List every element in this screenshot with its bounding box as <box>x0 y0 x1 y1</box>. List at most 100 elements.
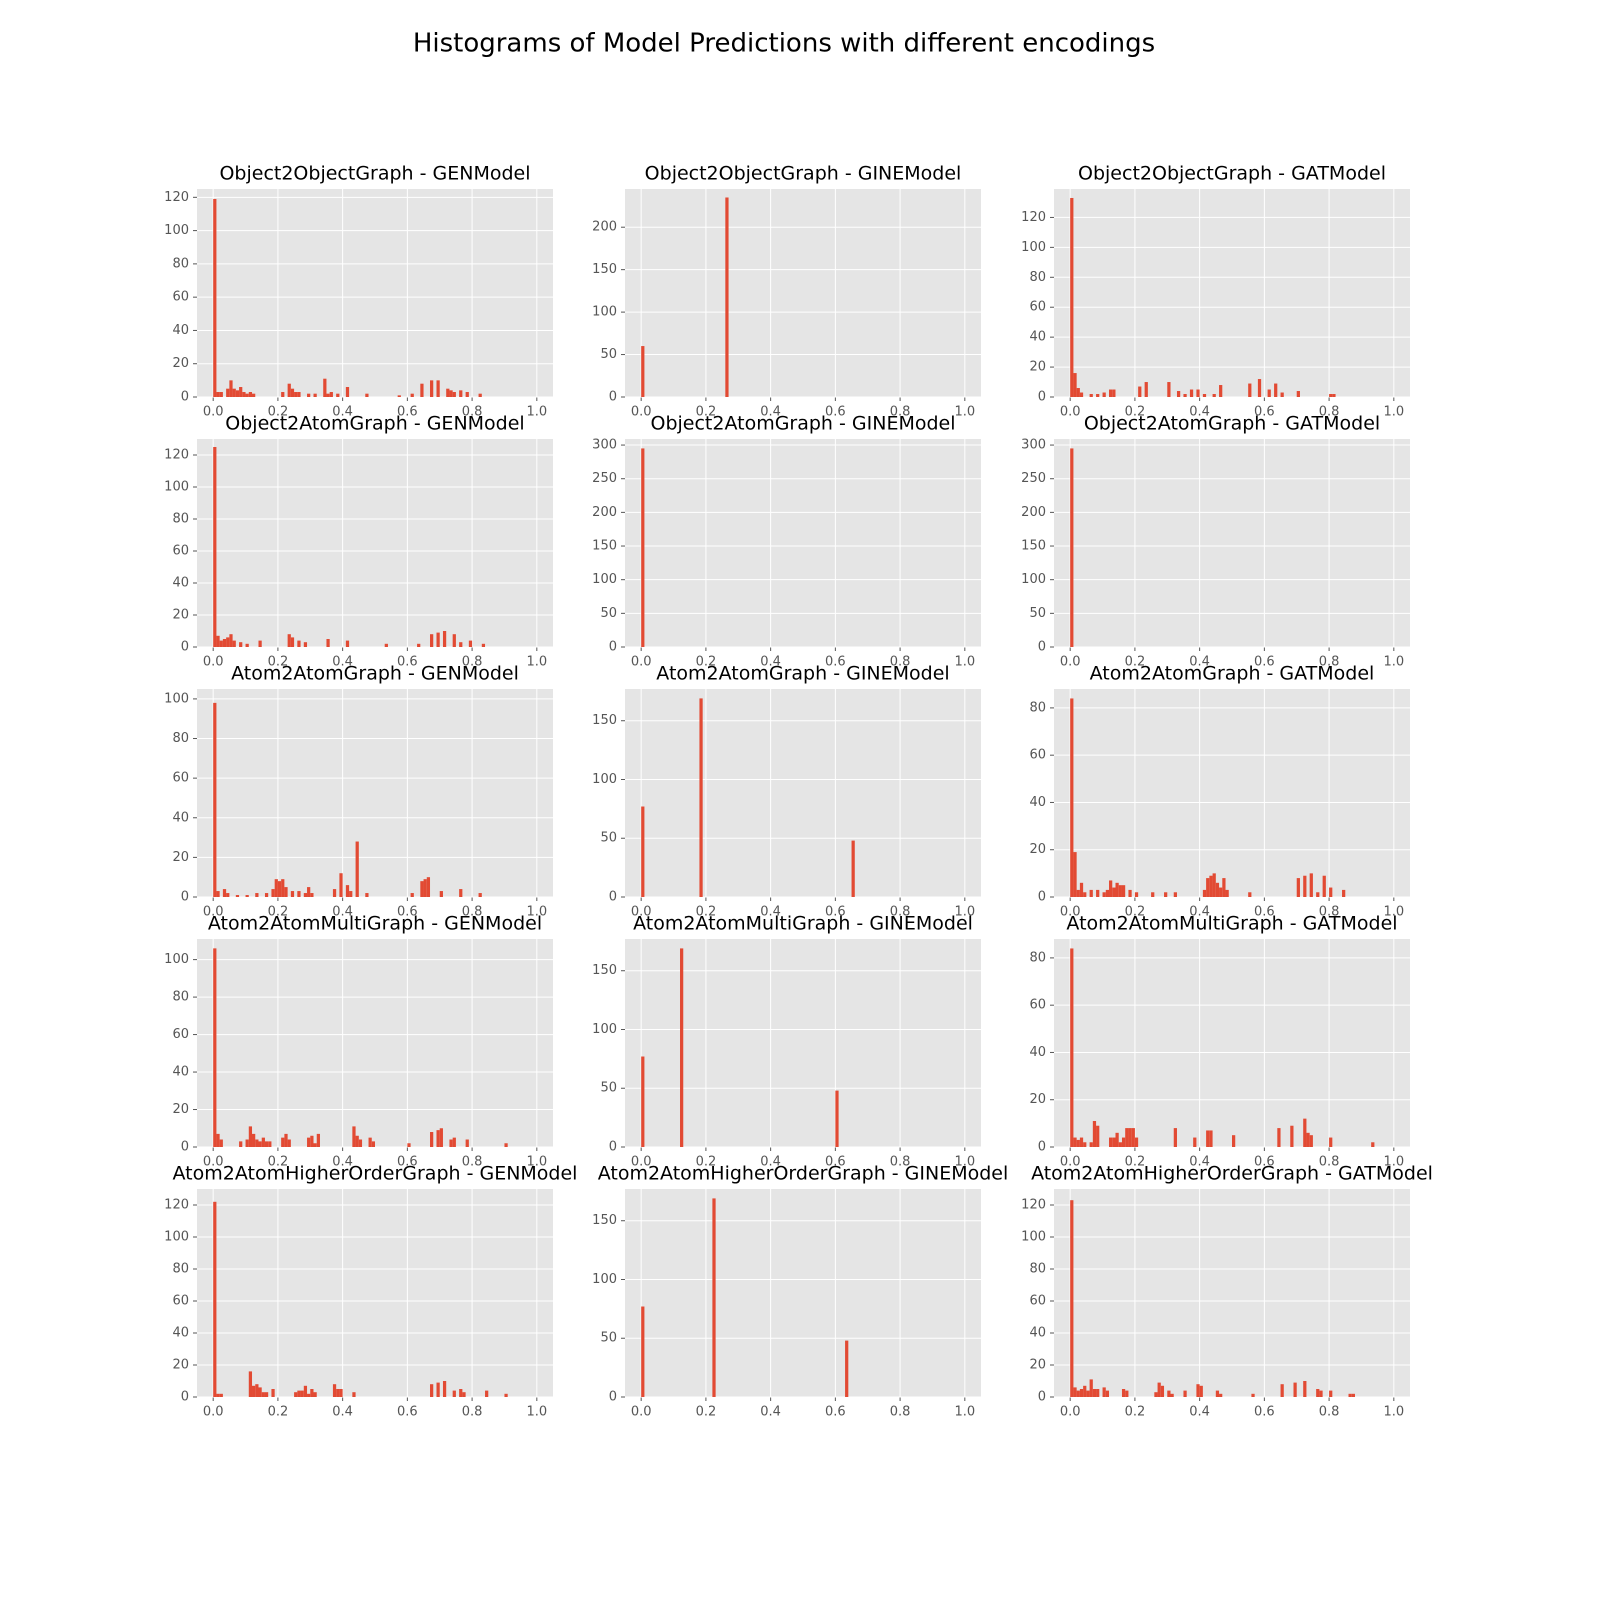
y-tick-label: 0 <box>1038 390 1046 405</box>
bar <box>245 1139 249 1147</box>
y-tick-label: 60 <box>1029 1294 1046 1309</box>
x-tick-label: 0.0 <box>1060 1405 1081 1420</box>
y-tick-label: 150 <box>592 262 617 277</box>
bar <box>1089 394 1093 397</box>
bar <box>430 1384 434 1397</box>
bar <box>1290 1125 1294 1147</box>
subplot-title: Atom2AtomGraph - GENModel <box>231 663 519 685</box>
x-tick-label: 1.0 <box>954 1155 975 1170</box>
bar <box>326 639 330 647</box>
bar <box>1303 1381 1307 1397</box>
bar <box>216 1133 220 1147</box>
bar <box>216 392 220 397</box>
bar <box>1151 892 1155 897</box>
y-tick-label: 80 <box>172 512 189 527</box>
bar <box>219 1139 223 1147</box>
bar <box>459 642 463 647</box>
bar <box>699 698 703 897</box>
x-tick-label: 0.4 <box>1189 1155 1210 1170</box>
bar <box>1316 892 1320 897</box>
bar <box>420 881 424 897</box>
bar <box>1128 1128 1132 1147</box>
bar <box>252 393 256 397</box>
bar <box>303 642 308 647</box>
y-tick-label: 50 <box>600 1331 617 1346</box>
bar <box>1202 889 1207 897</box>
x-tick-label: 0.4 <box>760 655 781 670</box>
x-tick-label: 1.0 <box>526 1155 547 1170</box>
y-tick-label: 0 <box>181 1140 189 1155</box>
bar <box>1128 889 1132 897</box>
bar <box>1096 394 1100 397</box>
y-tick-label: 50 <box>600 347 617 362</box>
bar <box>1329 394 1333 397</box>
x-tick-label: 0.0 <box>203 1155 224 1170</box>
subplot-title: Atom2AtomGraph - GATModel <box>1090 663 1375 685</box>
y-tick-label: 60 <box>1029 300 1046 315</box>
x-tick-label: 0.2 <box>696 905 717 920</box>
y-tick-label: 40 <box>1029 1045 1046 1060</box>
bar <box>1167 1390 1171 1397</box>
bar <box>410 893 414 897</box>
y-tick-label: 0 <box>609 640 617 655</box>
y-tick-label: 40 <box>1029 1326 1046 1341</box>
x-tick-label: 0.4 <box>760 1405 781 1420</box>
x-tick-label: 0.4 <box>1189 405 1210 420</box>
bar <box>219 392 223 397</box>
y-tick-label: 60 <box>172 544 189 559</box>
subplot-title: Atom2AtomMultiGraph - GENModel <box>208 913 542 935</box>
bar <box>352 1126 356 1147</box>
bar <box>316 1133 320 1147</box>
bar <box>436 1130 440 1147</box>
bar <box>313 1143 317 1147</box>
bar <box>345 885 350 897</box>
bar <box>1209 1130 1213 1147</box>
bar <box>1089 1379 1093 1397</box>
y-tick-label: 40 <box>172 323 189 338</box>
y-tick-label: 80 <box>1029 1262 1046 1277</box>
y-tick-label: 20 <box>1029 360 1046 375</box>
x-tick-label: 0.2 <box>1125 1405 1146 1420</box>
bar <box>345 640 350 647</box>
bar <box>294 392 298 397</box>
bar <box>835 1090 839 1147</box>
bar <box>336 1389 340 1397</box>
bar <box>284 1133 288 1147</box>
bar <box>1105 889 1110 897</box>
bar <box>1118 885 1122 897</box>
bar <box>1089 1142 1093 1147</box>
x-tick-label: 0.6 <box>1254 1155 1275 1170</box>
bar <box>1293 1382 1297 1397</box>
x-tick-label: 0.2 <box>696 405 717 420</box>
x-tick-label: 0.6 <box>397 1405 418 1420</box>
bar <box>297 891 301 897</box>
x-tick-label: 0.4 <box>760 405 781 420</box>
bar <box>725 197 729 397</box>
y-tick-label: 120 <box>164 448 189 463</box>
bar <box>287 1139 291 1147</box>
bar <box>307 887 311 897</box>
bar <box>1176 391 1181 397</box>
x-tick-label: 0.2 <box>268 655 289 670</box>
subplot-title: Atom2AtomHigherOrderGraph - GATModel <box>1031 1163 1433 1185</box>
y-tick-label: 100 <box>164 952 189 967</box>
bar <box>281 879 285 897</box>
x-tick-label: 0.4 <box>332 905 353 920</box>
plot-background <box>625 689 981 897</box>
bar <box>1280 1384 1284 1397</box>
bar <box>232 640 236 647</box>
x-tick-label: 0.4 <box>332 405 353 420</box>
x-tick-label: 1.0 <box>526 905 547 920</box>
bar <box>452 634 456 647</box>
bar <box>239 1141 243 1147</box>
bar <box>1157 1382 1161 1397</box>
bar <box>339 873 343 897</box>
bar <box>1144 382 1148 397</box>
bar <box>213 198 217 397</box>
x-tick-label: 0.8 <box>462 655 483 670</box>
bar <box>1248 383 1252 397</box>
x-tick-label: 1.0 <box>954 655 975 670</box>
y-tick-label: 0 <box>181 1390 189 1405</box>
y-tick-label: 60 <box>1029 748 1046 763</box>
y-tick-label: 20 <box>172 608 189 623</box>
